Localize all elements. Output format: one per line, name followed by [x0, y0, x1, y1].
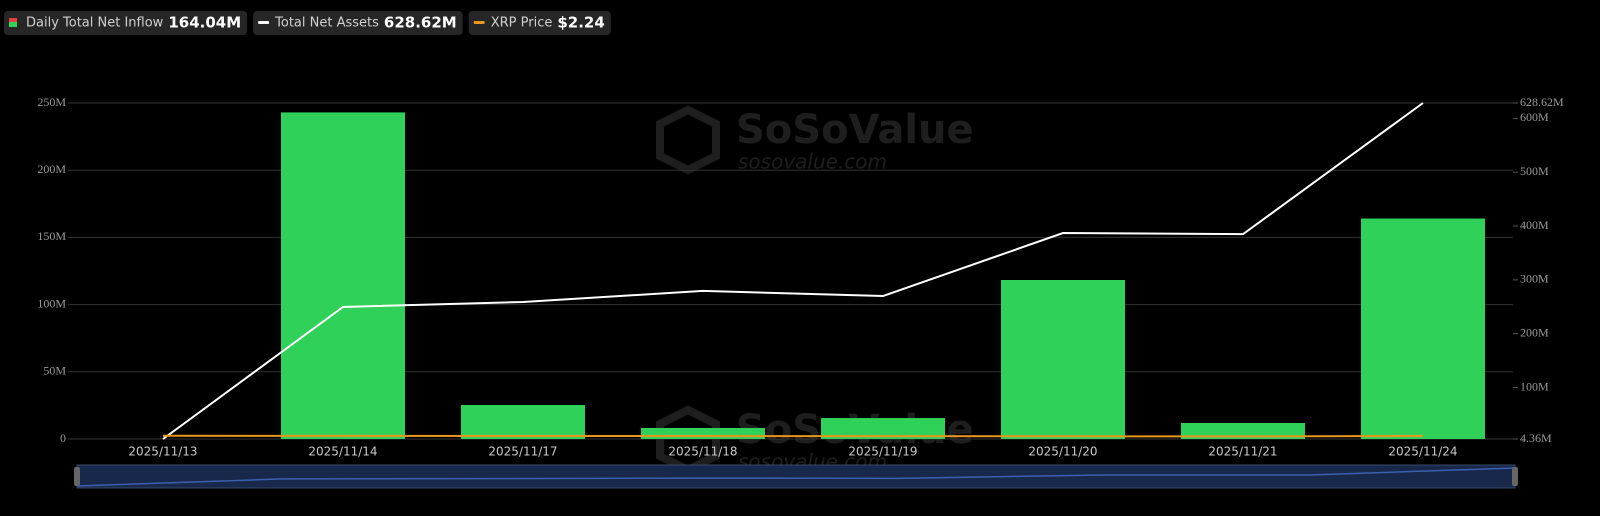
watermark-url: sosovalue.com	[738, 150, 887, 174]
y2-tick-label: 400M	[1520, 218, 1549, 232]
bar	[281, 112, 405, 440]
navigator-handle[interactable]	[74, 467, 80, 486]
legend-item[interactable]: Daily Total Net Inflow 164.04M	[4, 11, 248, 35]
legend-item[interactable]: XRP Price $2.24	[468, 11, 611, 35]
y-tick-label: 50M	[43, 364, 66, 378]
navigator-line	[76, 467, 1516, 487]
bar	[461, 404, 585, 439]
y-tick-label: 150M	[37, 229, 66, 243]
legend-bg	[253, 11, 463, 35]
y2-tick-label: 4.36M	[1520, 431, 1552, 445]
legend-bg	[468, 11, 611, 35]
y2-tick-label: 200M	[1520, 325, 1549, 339]
bar	[641, 427, 765, 439]
x-tick-label: 2025/11/19	[848, 445, 917, 459]
y-tick-label: 100M	[37, 296, 66, 310]
x-tick-label: 2025/11/20	[1028, 445, 1097, 459]
x-tick-label: 2025/11/24	[1388, 445, 1457, 459]
watermark-logo	[656, 405, 720, 475]
navigator	[76, 464, 1516, 489]
legend-value: $2.24	[557, 14, 604, 32]
y-tick-label: 0	[60, 431, 66, 445]
x-tick-label: 2025/11/14	[308, 445, 377, 459]
x-tick-label: 2025/11/13	[128, 445, 197, 459]
bar	[1181, 423, 1305, 439]
legend-icon	[473, 21, 485, 24]
legend-name: Total Net Assets	[274, 16, 379, 31]
y2-tick-label: 628.62M	[1520, 95, 1564, 109]
y-tick-label: 200M	[37, 162, 66, 176]
y2-tick-label: 100M	[1520, 379, 1549, 393]
legend-item[interactable]: Total Net Assets 628.62M	[253, 11, 463, 35]
navigator-handle[interactable]	[1512, 467, 1518, 486]
watermark-brand: SoSoValue	[736, 107, 974, 153]
legend-name: Daily Total Net Inflow	[26, 16, 164, 31]
legend-value: 164.04M	[168, 14, 241, 32]
legend-icon	[9, 22, 17, 27]
line	[162, 102, 1424, 440]
line	[162, 434, 1424, 438]
legend-icon	[258, 21, 270, 24]
bar	[1361, 218, 1485, 439]
legend-name: XRP Price	[491, 16, 553, 31]
bar	[1001, 280, 1125, 439]
y2-tick-label: 500M	[1520, 164, 1549, 178]
y2-tick-label: 600M	[1520, 110, 1549, 124]
x-tick-label: 2025/11/17	[488, 445, 557, 459]
legend-icon	[9, 18, 17, 22]
y-tick-label: 250M	[37, 95, 66, 109]
y2-tick-label: 300M	[1520, 272, 1549, 286]
legend-bg	[4, 11, 248, 35]
x-tick-label: 2025/11/21	[1208, 445, 1277, 459]
x-tick-label: 2025/11/18	[668, 445, 737, 459]
watermark-logo	[656, 105, 720, 175]
bar	[821, 418, 945, 439]
legend-value: 628.62M	[384, 14, 457, 32]
